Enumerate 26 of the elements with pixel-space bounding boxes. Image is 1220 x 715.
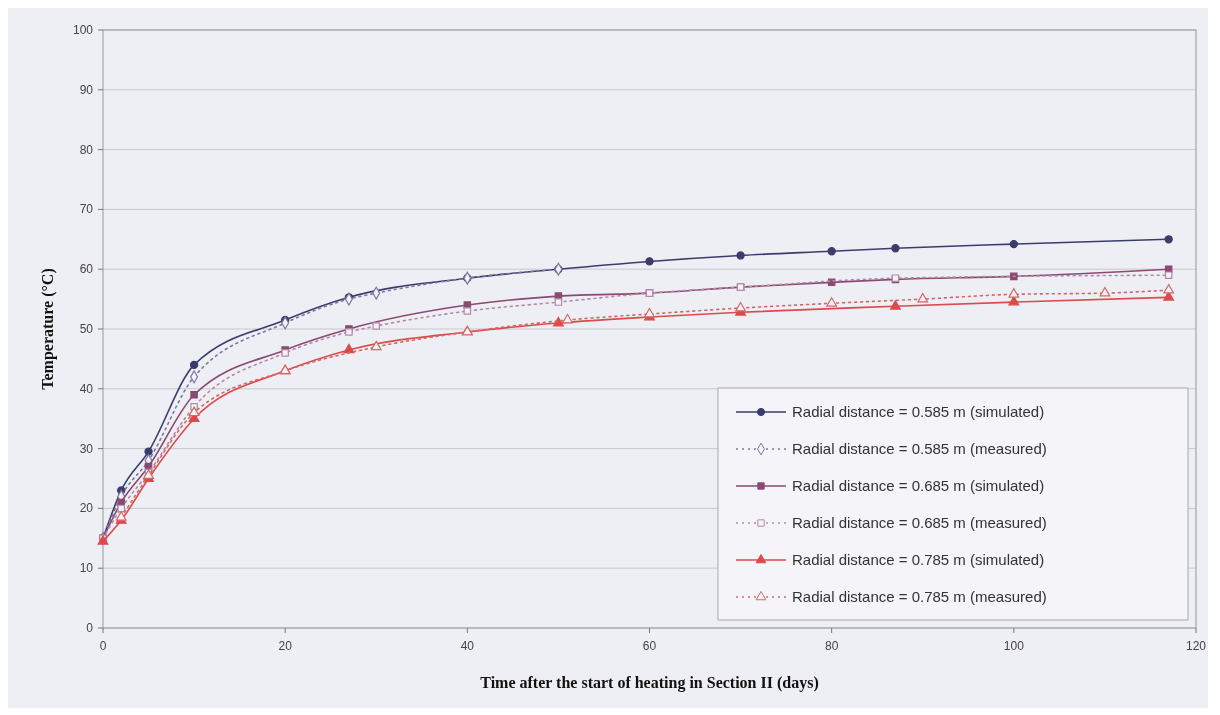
y-axis-title: Temperature (°C) <box>39 268 57 390</box>
y-tick-label: 10 <box>79 561 94 576</box>
y-tick-label: 60 <box>79 262 94 277</box>
y-tick-label: 50 <box>79 322 94 336</box>
y-tick-label: 40 <box>79 381 94 396</box>
x-tick-label: 0 <box>99 639 107 653</box>
legend-label: Radial distance = 0.585 m (simulated) <box>792 403 1045 420</box>
legend-label: Radial distance = 0.785 m (measured) <box>792 588 1047 605</box>
y-tick-label: 30 <box>79 441 94 456</box>
y-tick-label: 100 <box>72 23 94 37</box>
legend-label: Radial distance = 0.685 m (simulated) <box>792 477 1045 494</box>
y-tick-label: 80 <box>79 142 94 157</box>
legend-label: Radial distance = 0.685 m (measured) <box>792 514 1047 531</box>
legend-label: Radial distance = 0.585 m (measured) <box>792 440 1047 457</box>
x-tick-label: 80 <box>824 639 839 653</box>
x-tick-label: 100 <box>1003 639 1025 653</box>
legend-label: Radial distance = 0.785 m (simulated) <box>792 551 1045 568</box>
x-tick-label: 20 <box>278 639 293 653</box>
x-tick-label: 120 <box>1185 639 1207 653</box>
y-tick-label: 0 <box>86 621 94 635</box>
y-tick-label: 70 <box>79 202 94 217</box>
x-tick-label: 40 <box>460 639 475 653</box>
x-axis-title: Time after the start of heating in Section II (days) <box>480 674 819 692</box>
y-tick-label: 20 <box>79 501 94 516</box>
y-tick-label: 90 <box>79 82 94 97</box>
x-tick-label: 60 <box>642 639 657 653</box>
